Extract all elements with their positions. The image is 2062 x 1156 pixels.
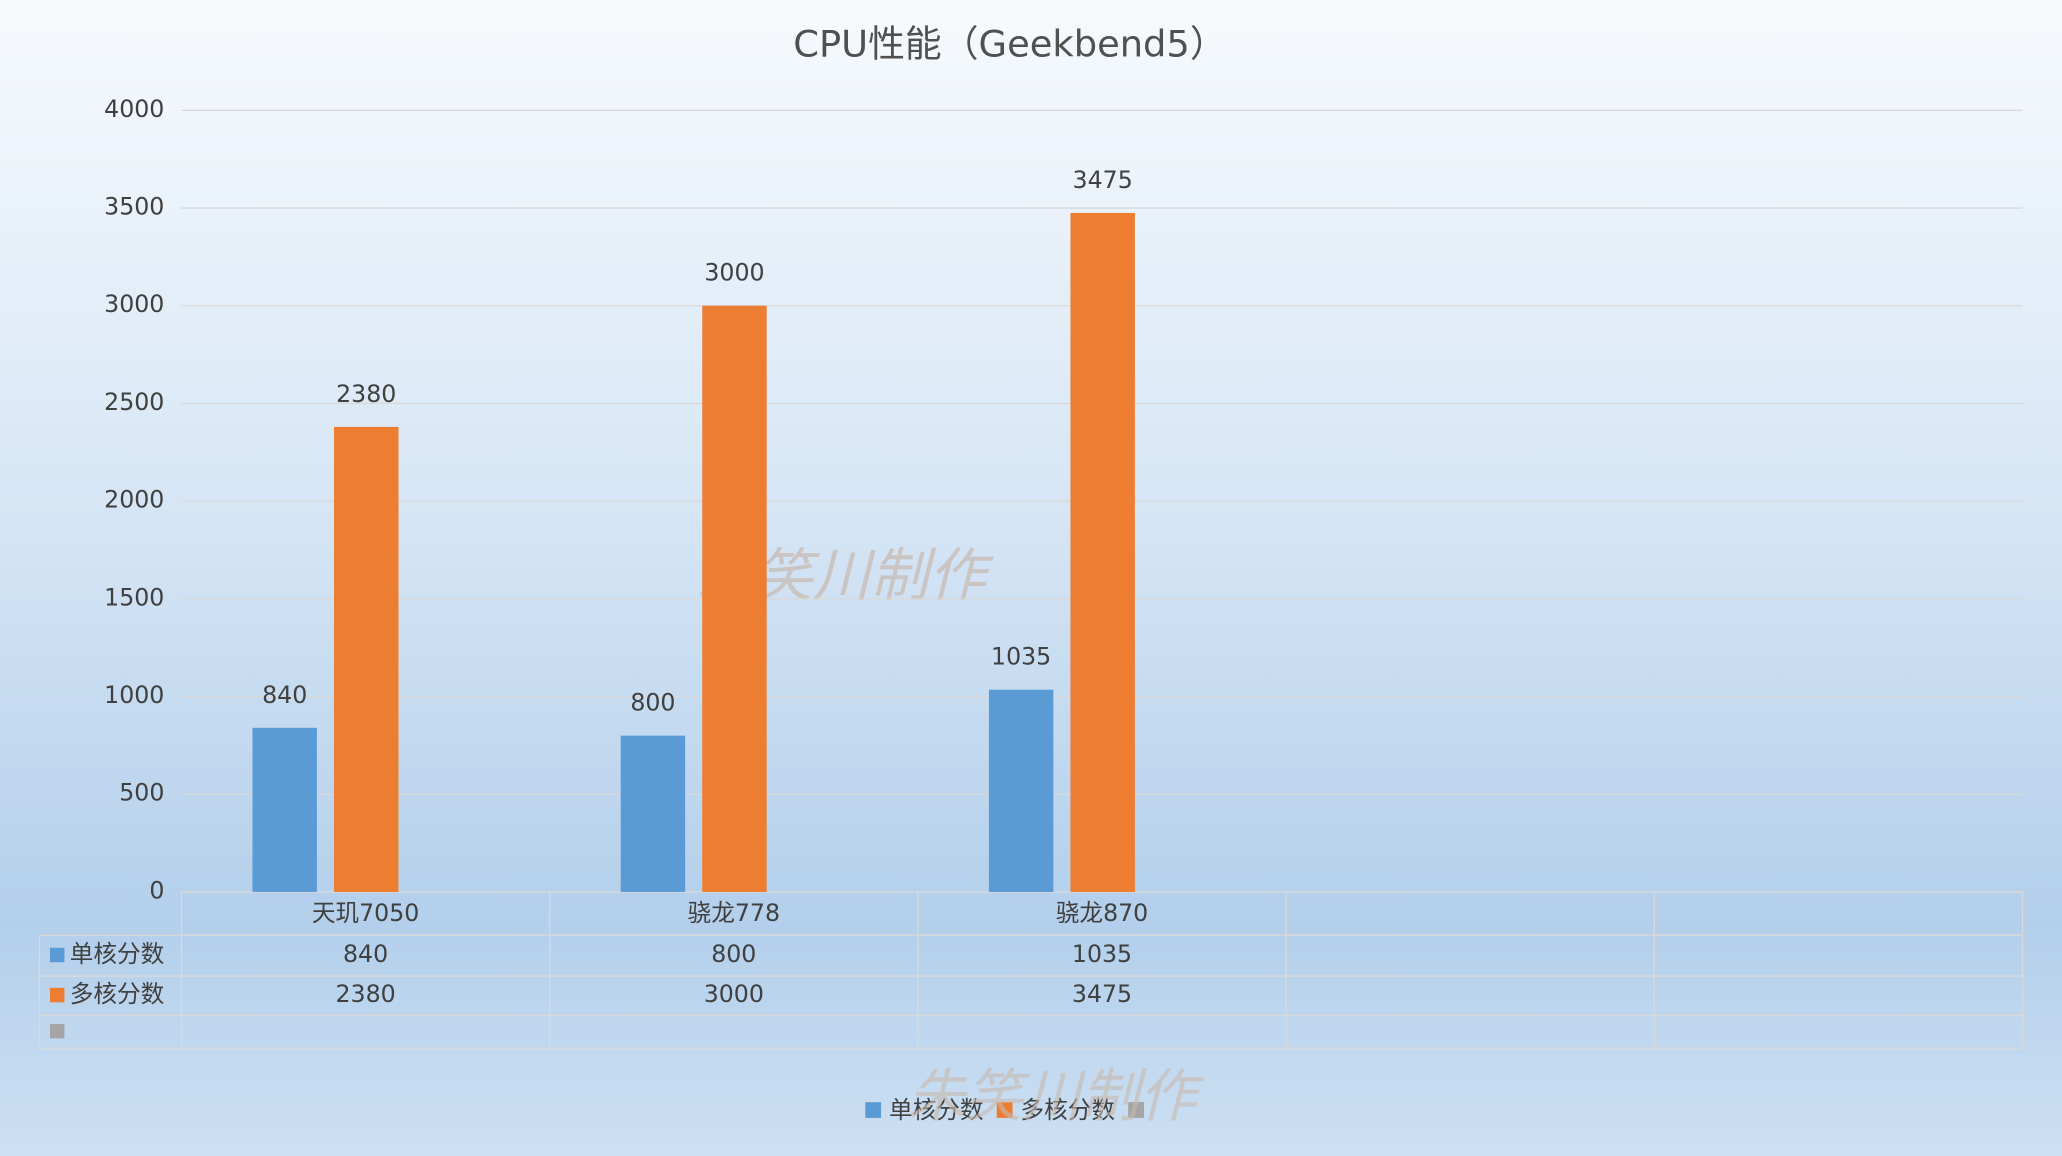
legend-key <box>996 1102 1013 1118</box>
legend-label: 单核分数 <box>889 1096 984 1124</box>
table-value: 3000 <box>704 980 764 1008</box>
bar <box>1070 212 1135 892</box>
bar <box>334 426 399 892</box>
data-label: 840 <box>262 681 307 709</box>
data-label: 3000 <box>704 259 764 287</box>
table-legend-key <box>49 987 65 1003</box>
x-tick-label: 骁龙778 <box>688 899 780 927</box>
y-tick-label: 4000 <box>104 95 164 123</box>
table-value: 2380 <box>335 980 395 1008</box>
bar <box>620 735 686 892</box>
data-label: 3475 <box>1073 166 1133 194</box>
chart-title: CPU性能（Geekbend5） <box>793 22 1226 65</box>
data-label: 1035 <box>991 643 1051 671</box>
data-label: 2380 <box>336 380 396 408</box>
data-label: 800 <box>630 689 675 717</box>
bar <box>252 727 317 892</box>
y-tick-label: 1500 <box>104 583 164 611</box>
bar <box>702 305 767 892</box>
table-legend-key <box>49 947 65 963</box>
table-legend-key <box>49 1023 65 1039</box>
y-tick-label: 3500 <box>104 193 164 221</box>
table-value: 840 <box>343 940 388 968</box>
x-tick-label: 骁龙870 <box>1056 899 1148 927</box>
y-tick-label: 500 <box>119 779 164 807</box>
y-tick-label: 2500 <box>104 388 164 416</box>
legend-key <box>865 1102 882 1118</box>
table-series-name: 多核分数 <box>70 980 165 1008</box>
table-value: 800 <box>711 940 756 968</box>
legend-key <box>1128 1102 1144 1118</box>
table-value: 1035 <box>1072 940 1132 968</box>
y-tick-label: 2000 <box>104 486 164 514</box>
table-value: 3475 <box>1072 980 1132 1008</box>
legend-label: 多核分数 <box>1020 1096 1115 1124</box>
y-tick-label: 0 <box>149 876 164 904</box>
table-series-name: 单核分数 <box>70 940 165 968</box>
y-tick-label: 1000 <box>104 681 164 709</box>
bar <box>988 689 1054 892</box>
y-tick-label: 3000 <box>104 290 164 318</box>
x-tick-label: 天玑7050 <box>312 899 420 927</box>
watermark: 朱笑川制作 <box>907 1062 1204 1130</box>
